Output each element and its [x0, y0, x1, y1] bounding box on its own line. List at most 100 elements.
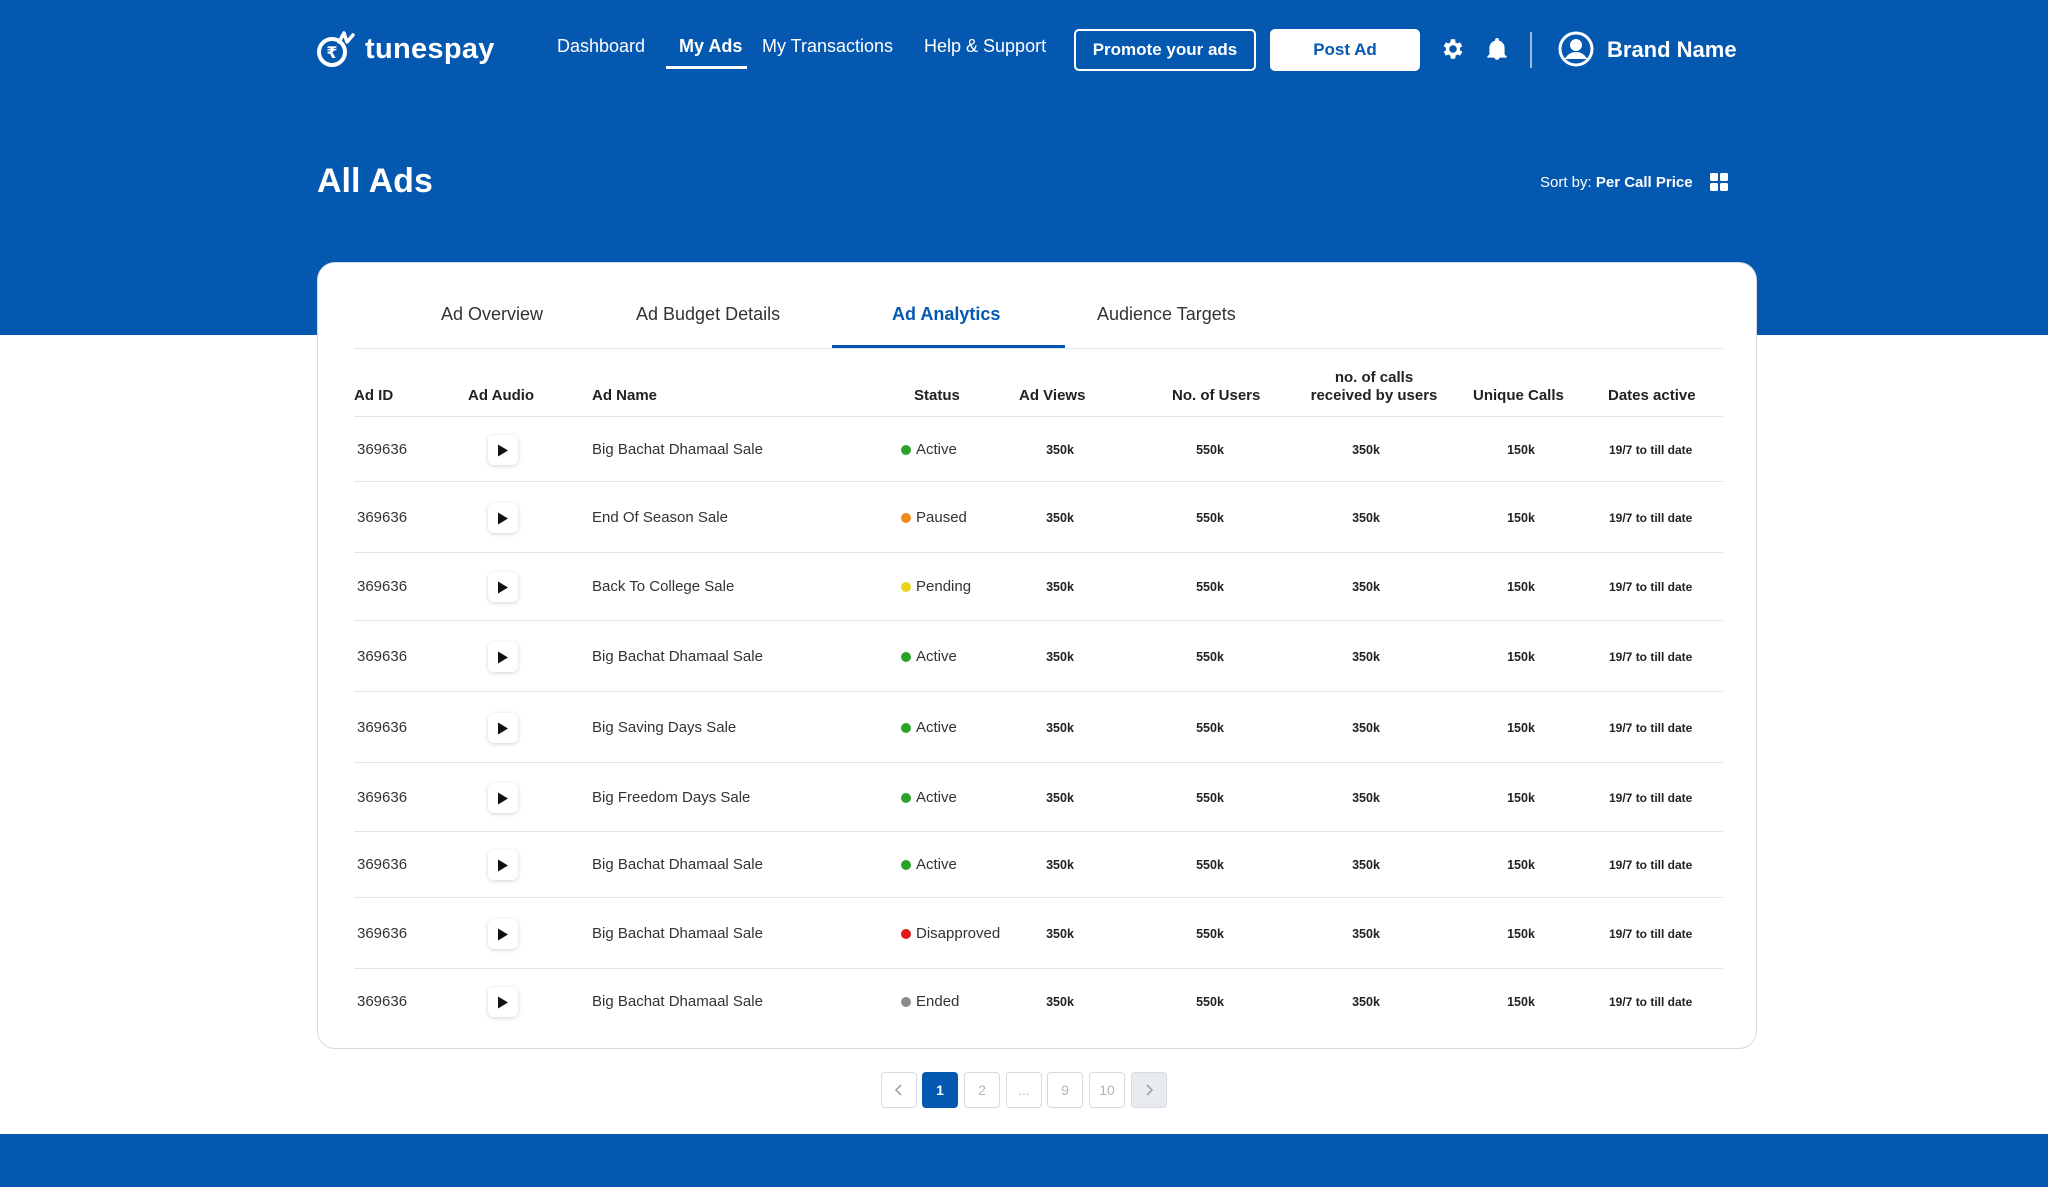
play-audio-button[interactable] [488, 503, 518, 533]
tab-ad-analytics[interactable]: Ad Analytics [892, 304, 1001, 324]
ad-name-cell[interactable]: Big Saving Days Sale [592, 719, 737, 736]
status-badge: Disapproved [901, 925, 1000, 942]
status-text: Active [916, 441, 957, 458]
ad-name-cell[interactable]: End Of Season Sale [592, 509, 728, 526]
page-9-button[interactable]: 9 [1047, 1072, 1083, 1108]
page-1-button[interactable]: 1 [922, 1072, 958, 1108]
status-dot [901, 581, 911, 592]
status-badge: Active [901, 648, 957, 665]
play-audio-button[interactable] [488, 572, 518, 602]
play-icon [498, 792, 508, 804]
status-dot [901, 651, 911, 662]
tab-audience-targets[interactable]: Audience Targets [1097, 304, 1236, 324]
table-row[interactable]: 369636 Big Bachat Dhamaal Sale Active 350k 5… [354, 417, 1723, 482]
header-dates-active: Dates active [1608, 387, 1696, 404]
dates-active-cell: 19/7 to till date [1609, 927, 1693, 941]
ad-name-cell[interactable]: Big Bachat Dhamaal Sale [592, 856, 763, 873]
calls-received-cell: 350k [1352, 650, 1380, 664]
header-unique-calls: Unique Calls [1473, 387, 1564, 404]
table-row[interactable]: 369636 End Of Season Sale Paused 350k 550k 35… [354, 482, 1723, 553]
ad-id-cell: 369636 [357, 719, 408, 736]
ad-name-cell[interactable]: Big Freedom Days Sale [592, 789, 751, 806]
header-ad-audio: Ad Audio [468, 387, 535, 404]
status-badge: Active [901, 789, 957, 806]
users-cell: 550k [1196, 791, 1224, 805]
chevron-right-icon[interactable] [1131, 1072, 1167, 1108]
play-icon [498, 651, 508, 663]
dates-active-cell: 19/7 to till date [1609, 721, 1693, 735]
status-badge: Active [901, 856, 957, 873]
gear-icon[interactable] [1440, 36, 1466, 62]
promote-ads-button[interactable]: Promote your ads [1074, 29, 1256, 71]
ad-id-cell: 369636 [357, 925, 408, 942]
page-2-button[interactable]: 2 [964, 1072, 1000, 1108]
status-text: Pending [916, 578, 972, 595]
ad-id-cell: 369636 [357, 648, 408, 665]
tab-active-underline [832, 345, 1065, 348]
users-cell: 550k [1196, 721, 1224, 735]
sort-control[interactable]: Sort by: Per Call Price [1540, 174, 1693, 191]
logo-text: tunespay [365, 32, 495, 65]
header-ad-name: Ad Name [592, 387, 658, 404]
tab-ad-budget-details[interactable]: Ad Budget Details [636, 304, 781, 324]
play-icon [498, 444, 508, 456]
table-row[interactable]: 369636 Big Bachat Dhamaal Sale Active 350k 5… [354, 621, 1723, 692]
play-audio-button[interactable] [488, 919, 518, 949]
nav-dashboard[interactable]: Dashboard [557, 36, 646, 56]
play-audio-button[interactable] [488, 987, 518, 1017]
play-audio-button[interactable] [488, 713, 518, 743]
ad-views-cell: 350k [1046, 721, 1074, 735]
brand-name[interactable]: Brand Name [1607, 37, 1737, 62]
unique-calls-cell: 150k [1507, 511, 1535, 525]
status-badge: Ended [901, 993, 959, 1010]
play-audio-button[interactable] [488, 435, 518, 465]
dates-active-cell: 19/7 to till date [1609, 511, 1693, 525]
ad-name-cell[interactable]: Big Bachat Dhamaal Sale [592, 993, 763, 1010]
ad-id-cell: 369636 [357, 441, 408, 458]
calls-received-cell: 350k [1352, 511, 1380, 525]
tab-ad-overview[interactable]: Ad Overview [441, 304, 544, 324]
header-no-of-users: No. of Users [1172, 387, 1261, 404]
table-row[interactable]: 369636 Big Freedom Days Sale Active 350k 550… [354, 763, 1723, 832]
ad-name-cell[interactable]: Big Bachat Dhamaal Sale [592, 925, 763, 942]
status-dot [901, 928, 911, 939]
header-divider [1530, 32, 1532, 68]
ad-views-cell: 350k [1046, 995, 1074, 1009]
chevron-left-icon[interactable] [881, 1072, 917, 1108]
ad-id-cell: 369636 [357, 509, 408, 526]
play-icon [498, 581, 508, 593]
status-dot [901, 996, 911, 1007]
table-row[interactable]: 369636 Big Bachat Dhamaal Sale Disapproved… [354, 898, 1723, 969]
status-dot [901, 444, 911, 455]
post-ad-button[interactable]: Post Ad [1270, 29, 1420, 71]
play-audio-button[interactable] [488, 642, 518, 672]
unique-calls-cell: 150k [1507, 721, 1535, 735]
table-row[interactable]: 369636 Big Bachat Dhamaal Sale Active 350k 5… [354, 832, 1723, 898]
user-avatar-icon[interactable] [1558, 31, 1594, 67]
unique-calls-cell: 150k [1507, 995, 1535, 1009]
status-dot [901, 512, 911, 523]
header-calls-line1: no. of calls [1334, 369, 1414, 386]
status-badge: Pending [901, 578, 971, 595]
nav-my-transactions[interactable]: My Transactions [762, 36, 894, 56]
table-row[interactable]: 369636 Back To College Sale Pending 350k 550… [354, 553, 1723, 621]
table-row[interactable]: 369636 Big Bachat Dhamaal Sale Ended 350k 55… [354, 969, 1723, 1034]
status-badge: Active [901, 441, 957, 458]
top-navbar: ₹ tunespay Dashboard My Ads My Transacti… [0, 0, 2048, 100]
bell-icon[interactable] [1484, 36, 1510, 62]
page-ellipsis: ... [1006, 1072, 1042, 1108]
ad-name-cell[interactable]: Big Bachat Dhamaal Sale [592, 648, 763, 665]
logo[interactable]: ₹ tunespay [315, 30, 495, 68]
page-10-button[interactable]: 10 [1089, 1072, 1125, 1108]
play-audio-button[interactable] [488, 783, 518, 813]
status-text: Disapproved [916, 925, 1001, 942]
table-row[interactable]: 369636 Big Saving Days Sale Active 350k 550k… [354, 692, 1723, 763]
nav-help-support[interactable]: Help & Support [924, 36, 1047, 56]
nav-my-ads[interactable]: My Ads [679, 36, 743, 56]
status-dot [901, 792, 911, 803]
ad-name-cell[interactable]: Back To College Sale [592, 578, 735, 595]
play-audio-button[interactable] [488, 850, 518, 880]
ad-name-cell[interactable]: Big Bachat Dhamaal Sale [592, 441, 763, 458]
grid-view-icon[interactable] [1710, 173, 1728, 191]
status-text: Paused [916, 509, 967, 526]
